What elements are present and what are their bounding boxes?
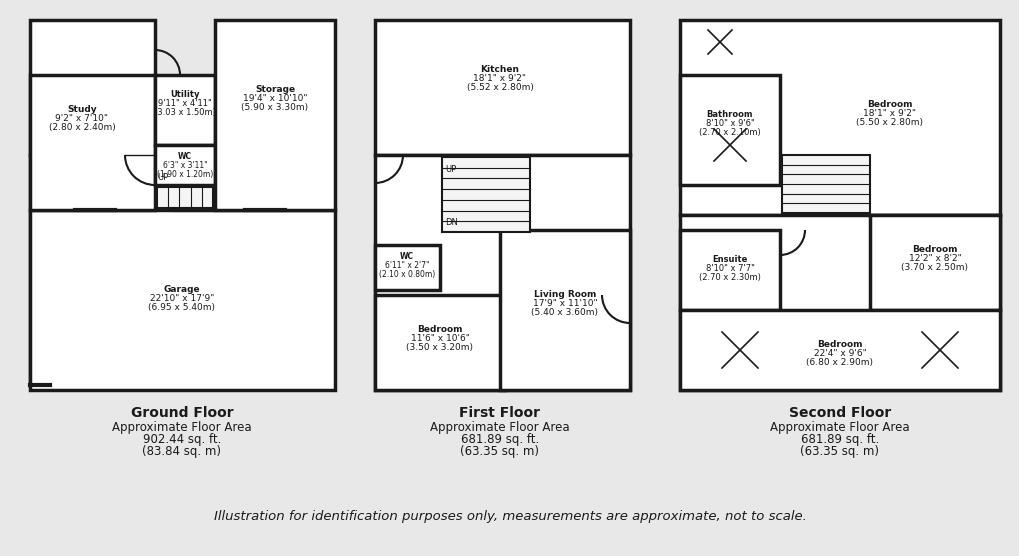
Text: 18'1" x 9'2": 18'1" x 9'2" xyxy=(473,74,526,83)
Text: Bedroom: Bedroom xyxy=(866,100,912,109)
Text: WC: WC xyxy=(178,152,192,161)
Bar xyxy=(375,245,439,290)
Text: Ensuite: Ensuite xyxy=(711,255,747,264)
Bar xyxy=(155,75,215,145)
Text: Approximate Floor Area: Approximate Floor Area xyxy=(430,421,570,434)
Text: (2.70 x 2.10m): (2.70 x 2.10m) xyxy=(698,128,760,137)
Text: Bedroom: Bedroom xyxy=(417,325,463,334)
Text: Study: Study xyxy=(67,105,97,114)
Text: 9'11" x 4'11": 9'11" x 4'11" xyxy=(158,99,212,108)
Text: 8'10" x 9'6": 8'10" x 9'6" xyxy=(705,119,754,128)
Bar xyxy=(680,215,999,390)
Bar xyxy=(441,157,530,232)
Text: 902.44 sq. ft.: 902.44 sq. ft. xyxy=(143,433,221,446)
Text: (2.70 x 2.30m): (2.70 x 2.30m) xyxy=(698,273,760,282)
Text: (1.90 x 1.20m): (1.90 x 1.20m) xyxy=(157,170,213,179)
Text: Garage: Garage xyxy=(163,285,200,294)
Text: Approximate Floor Area: Approximate Floor Area xyxy=(769,421,909,434)
Text: (83.84 sq. m): (83.84 sq. m) xyxy=(143,445,221,458)
Text: (2.10 x 0.80m): (2.10 x 0.80m) xyxy=(378,270,435,279)
Text: (6.95 x 5.40m): (6.95 x 5.40m) xyxy=(149,303,215,312)
Text: 19'4" x 10'10": 19'4" x 10'10" xyxy=(243,94,307,103)
Text: 681.89 sq. ft.: 681.89 sq. ft. xyxy=(461,433,539,446)
Text: 8'10" x 7'7": 8'10" x 7'7" xyxy=(705,264,754,273)
Text: First Floor: First Floor xyxy=(459,406,540,420)
Bar xyxy=(215,20,334,210)
Text: Storage: Storage xyxy=(255,85,294,94)
Text: (5.90 x 3.30m): (5.90 x 3.30m) xyxy=(242,103,309,112)
Text: 17'9" x 11'10": 17'9" x 11'10" xyxy=(532,299,597,308)
Text: Utility: Utility xyxy=(170,90,200,99)
Bar xyxy=(869,215,999,310)
Text: (5.50 x 2.80m): (5.50 x 2.80m) xyxy=(856,118,922,127)
Text: (63.35 sq. m): (63.35 sq. m) xyxy=(460,445,539,458)
Bar xyxy=(30,155,330,385)
Text: (3.70 x 2.50m): (3.70 x 2.50m) xyxy=(901,263,968,272)
Bar xyxy=(157,187,213,208)
Bar xyxy=(782,155,869,213)
Text: (3.50 x 3.20m): (3.50 x 3.20m) xyxy=(407,343,473,352)
Text: Bedroom: Bedroom xyxy=(911,245,957,254)
Text: 12'2" x 8'2": 12'2" x 8'2" xyxy=(908,254,961,263)
Text: Approximate Floor Area: Approximate Floor Area xyxy=(112,421,252,434)
Text: Living Room: Living Room xyxy=(533,290,595,299)
Text: (6.80 x 2.90m): (6.80 x 2.90m) xyxy=(806,358,872,367)
Text: Bedroom: Bedroom xyxy=(816,340,862,349)
Text: Kitchen: Kitchen xyxy=(480,65,519,74)
Text: 22'4" x 9'6": 22'4" x 9'6" xyxy=(813,349,865,358)
Text: 6'11" x 2'7": 6'11" x 2'7" xyxy=(384,261,429,270)
Text: UP: UP xyxy=(444,165,455,174)
Text: (5.52 x 2.80m): (5.52 x 2.80m) xyxy=(466,83,533,92)
Text: UP: UP xyxy=(157,173,168,182)
Text: (5.40 x 3.60m): (5.40 x 3.60m) xyxy=(531,308,598,317)
Bar xyxy=(499,230,630,390)
Bar xyxy=(30,75,155,210)
Bar xyxy=(30,210,334,390)
Bar xyxy=(375,20,630,155)
Bar xyxy=(375,295,504,390)
Bar xyxy=(375,155,630,390)
Text: 22'10" x 17'9": 22'10" x 17'9" xyxy=(150,294,214,303)
Text: 11'6" x 10'6": 11'6" x 10'6" xyxy=(411,334,469,343)
Text: 6'3" x 3'11": 6'3" x 3'11" xyxy=(162,161,207,170)
Bar xyxy=(680,20,999,215)
Text: (2.80 x 2.40m): (2.80 x 2.40m) xyxy=(49,123,115,132)
Text: Second Floor: Second Floor xyxy=(788,406,891,420)
Text: WC: WC xyxy=(399,252,414,261)
Bar xyxy=(30,20,155,155)
Text: Illustration for identification purposes only, measurements are approximate, not: Illustration for identification purposes… xyxy=(213,510,806,523)
Text: 9'2" x 7'10": 9'2" x 7'10" xyxy=(55,114,108,123)
Text: Bathroom: Bathroom xyxy=(706,110,752,119)
Text: (3.03 x 1.50m): (3.03 x 1.50m) xyxy=(154,108,216,117)
Text: Ground Floor: Ground Floor xyxy=(130,406,233,420)
Bar xyxy=(680,75,780,185)
Text: 681.89 sq. ft.: 681.89 sq. ft. xyxy=(800,433,878,446)
Text: (63.35 sq. m): (63.35 sq. m) xyxy=(800,445,878,458)
Text: 18'1" x 9'2": 18'1" x 9'2" xyxy=(863,109,916,118)
Text: DN: DN xyxy=(444,218,458,227)
Bar xyxy=(680,230,780,310)
Bar xyxy=(680,310,999,390)
Bar xyxy=(155,145,215,185)
